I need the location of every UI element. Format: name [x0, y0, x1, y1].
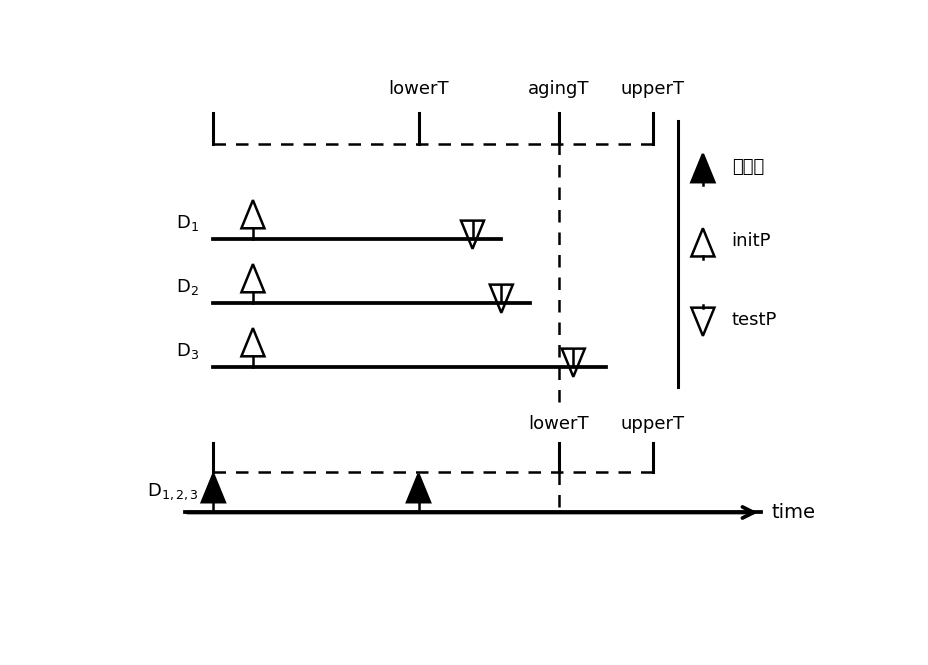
Text: initP: initP [731, 232, 770, 250]
Text: agingT: agingT [528, 80, 589, 98]
Text: D$_1$: D$_1$ [175, 213, 199, 233]
Text: upperT: upperT [620, 415, 684, 433]
Text: lowerT: lowerT [528, 415, 588, 433]
Text: D$_2$: D$_2$ [176, 277, 199, 297]
Polygon shape [690, 154, 714, 182]
Text: D$_{1,2,3}$: D$_{1,2,3}$ [147, 481, 199, 502]
Text: D$_3$: D$_3$ [175, 341, 199, 361]
Polygon shape [406, 474, 430, 502]
Polygon shape [201, 474, 225, 502]
Text: time: time [770, 503, 815, 522]
Text: lowerT: lowerT [388, 80, 448, 98]
Text: testP: testP [731, 311, 776, 329]
Text: 心跳包: 心跳包 [731, 158, 763, 176]
Text: upperT: upperT [620, 80, 684, 98]
